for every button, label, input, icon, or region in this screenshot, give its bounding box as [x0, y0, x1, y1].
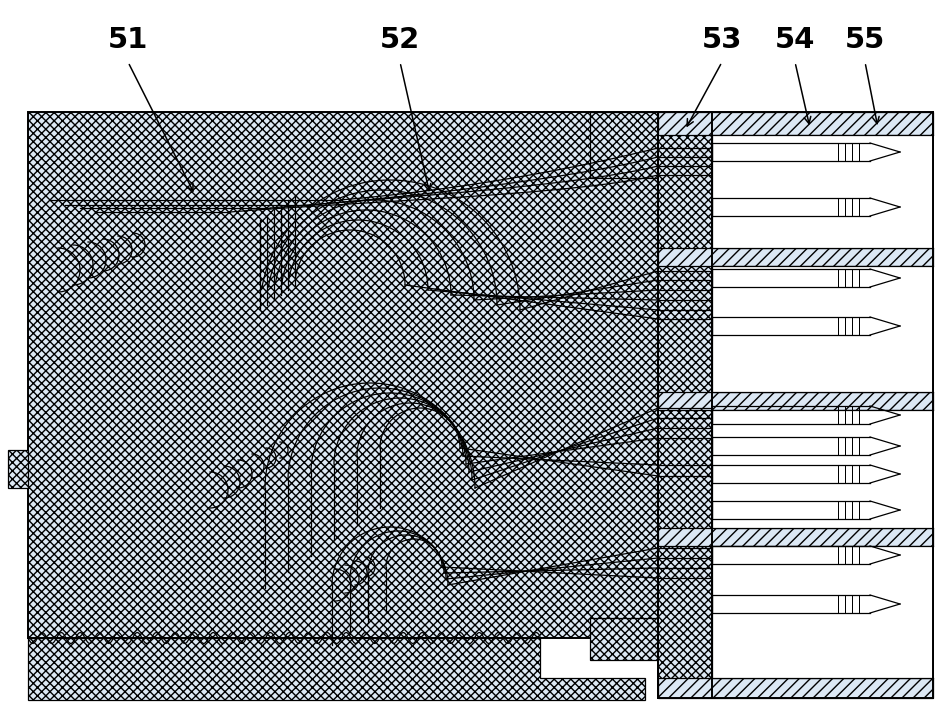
Polygon shape — [657, 112, 711, 698]
Polygon shape — [711, 135, 932, 248]
Polygon shape — [28, 638, 645, 700]
Polygon shape — [711, 266, 932, 392]
Polygon shape — [589, 618, 657, 660]
Polygon shape — [711, 546, 932, 678]
Text: 52: 52 — [380, 26, 420, 54]
Polygon shape — [28, 112, 657, 638]
Polygon shape — [657, 392, 932, 410]
Polygon shape — [589, 112, 657, 178]
Text: 51: 51 — [108, 26, 148, 54]
Text: 55: 55 — [844, 26, 884, 54]
Polygon shape — [657, 678, 932, 698]
Polygon shape — [657, 248, 932, 266]
Text: 54: 54 — [774, 26, 814, 54]
Polygon shape — [657, 112, 932, 135]
Polygon shape — [657, 528, 932, 546]
Polygon shape — [8, 450, 28, 488]
Text: 53: 53 — [701, 26, 742, 54]
Polygon shape — [711, 410, 932, 528]
